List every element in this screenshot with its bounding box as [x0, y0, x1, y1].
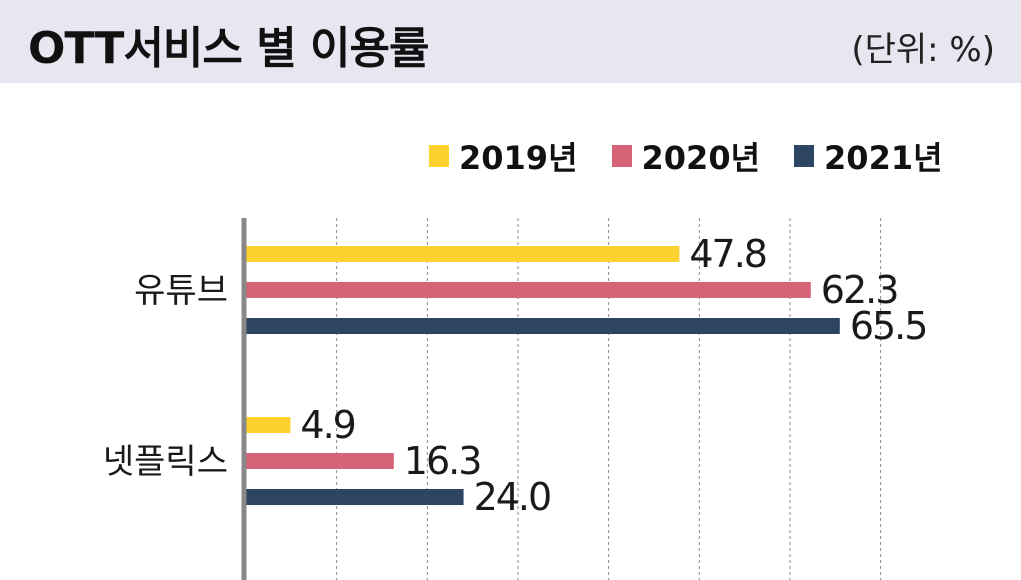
bar: [246, 318, 840, 334]
legend-item-2020: 2020년: [611, 133, 761, 179]
bar: [246, 246, 680, 262]
legend-item-2021: 2021년: [794, 133, 943, 179]
data-label: 62.3: [821, 268, 898, 312]
category-label: 넷플릭스: [103, 442, 228, 482]
chart-title: OTT서비스 별 이용률: [28, 23, 429, 74]
data-label: 4.9: [300, 403, 354, 447]
legend-label-2021: 2021년: [824, 139, 943, 177]
data-label: 16.3: [404, 439, 481, 483]
bar: [246, 489, 464, 505]
legend-label-2020: 2020년: [641, 139, 761, 177]
legend-item-2019: 2019년: [429, 133, 578, 179]
bar: [246, 417, 291, 433]
data-label: 24.0: [474, 475, 551, 519]
legend-swatch-2019: [429, 145, 449, 167]
bar: [246, 282, 811, 298]
data-label: 65.5: [850, 304, 927, 348]
data-label: 47.8: [689, 232, 766, 276]
header-bar: OTT서비스 별 이용률 (단위: %): [0, 0, 1021, 83]
legend: 2019년 2020년 2021년: [429, 132, 943, 180]
unit-label: (단위: %): [851, 30, 995, 70]
category-label: 유튜브: [134, 271, 228, 311]
legend-swatch-2020: [611, 145, 632, 167]
bar: [246, 453, 394, 469]
legend-swatch-2021: [794, 145, 815, 167]
legend-label-2019: 2019년: [459, 139, 578, 177]
